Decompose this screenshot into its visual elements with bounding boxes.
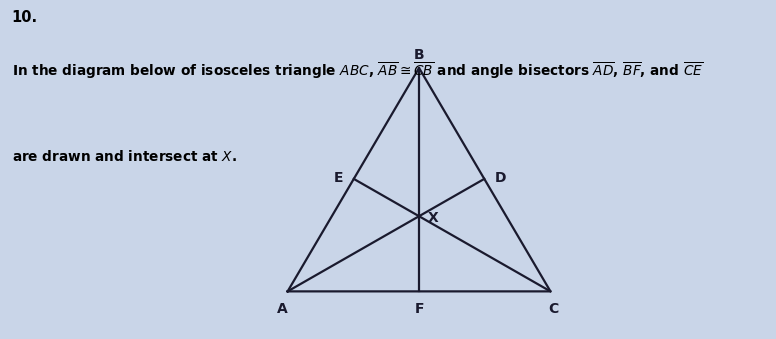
Text: D: D xyxy=(495,171,506,185)
Text: In the diagram below of isosceles triangle $\mathit{ABC}$, $\overline{AB}\cong\o: In the diagram below of isosceles triang… xyxy=(12,61,703,81)
Text: 10.: 10. xyxy=(12,10,38,25)
Text: C: C xyxy=(549,302,559,316)
Text: A: A xyxy=(277,302,288,316)
Text: F: F xyxy=(414,302,424,316)
Text: E: E xyxy=(334,171,343,185)
Text: B: B xyxy=(414,48,424,62)
Text: X: X xyxy=(428,211,438,225)
Text: are drawn and intersect at $\mathit{X}$.: are drawn and intersect at $\mathit{X}$. xyxy=(12,149,237,164)
